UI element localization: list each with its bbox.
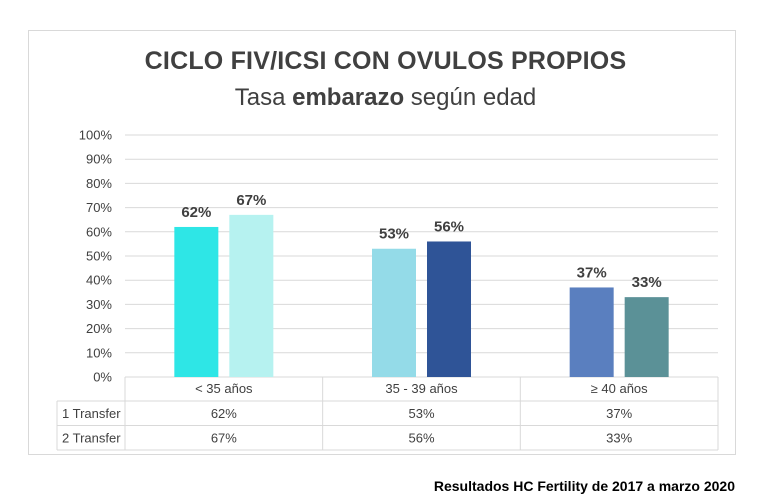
category-label: ≥ 40 años: [591, 381, 649, 396]
bar: [624, 297, 669, 377]
table-cell: 67%: [211, 431, 237, 446]
chart-title: CICLO FIV/ICSI CON OVULOS PROPIOS: [144, 47, 627, 75]
y-tick-label: 30%: [86, 297, 112, 312]
series-label: 1 Transfer: [62, 406, 121, 421]
y-tick-label: 60%: [86, 224, 112, 239]
category-label: < 35 años: [195, 381, 253, 396]
y-tick-label: 80%: [86, 176, 112, 191]
table-cell: 33%: [606, 431, 632, 446]
category-label: 35 - 39 años: [385, 381, 458, 396]
bar: [229, 214, 274, 377]
data-label: 62%: [181, 204, 211, 221]
data-label: 56%: [434, 218, 464, 235]
data-label: 67%: [236, 192, 266, 209]
table-cell: 56%: [408, 431, 434, 446]
y-tick-label: 100%: [79, 128, 113, 143]
subtitle-bold: embarazo: [292, 84, 405, 111]
table-cell: 62%: [211, 406, 237, 421]
footer-note: Resultados HC Fertility de 2017 a marzo …: [433, 478, 735, 494]
data-label: 53%: [379, 226, 409, 243]
chart-frame: [28, 30, 736, 455]
subtitle-pre: Tasa: [234, 84, 293, 111]
bar: [174, 226, 219, 377]
y-tick-label: 10%: [86, 345, 112, 360]
table-cell: 37%: [606, 406, 632, 421]
y-tick-label: 50%: [86, 249, 112, 264]
y-tick-label: 20%: [86, 321, 112, 336]
data-label: 33%: [632, 274, 662, 291]
bar: [569, 287, 614, 377]
subtitle-post: según edad: [404, 84, 537, 111]
y-tick-label: 90%: [86, 152, 112, 167]
series-label: 2 Transfer: [62, 431, 121, 446]
y-tick-label: 40%: [86, 273, 112, 288]
bar: [427, 241, 471, 377]
chart-subtitle: Tasa embarazo según edad: [0, 84, 771, 112]
bar: [372, 248, 416, 377]
y-tick-label: 0%: [93, 370, 112, 385]
data-label: 37%: [577, 264, 607, 281]
y-tick-label: 70%: [86, 200, 112, 215]
table-cell: 53%: [408, 406, 434, 421]
